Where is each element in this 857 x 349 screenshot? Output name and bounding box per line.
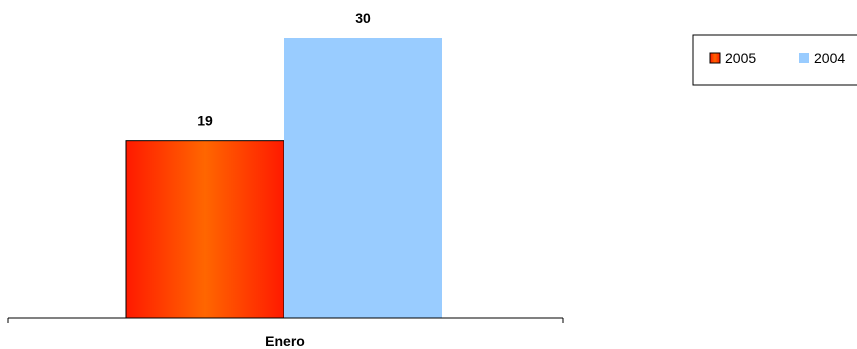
legend-label-2005: 2005 (725, 50, 756, 66)
legend-swatch-2004 (799, 53, 809, 63)
x-tick-label: Enero (265, 333, 305, 349)
data-label-2004: 30 (355, 10, 371, 26)
data-label-2005: 19 (197, 113, 213, 129)
bar-2005 (125, 140, 285, 319)
legend-label-2004: 2004 (814, 50, 845, 66)
legend-swatch-2005 (709, 52, 721, 64)
legend: 2005 2004 (692, 34, 857, 86)
bar-2004 (284, 38, 442, 318)
